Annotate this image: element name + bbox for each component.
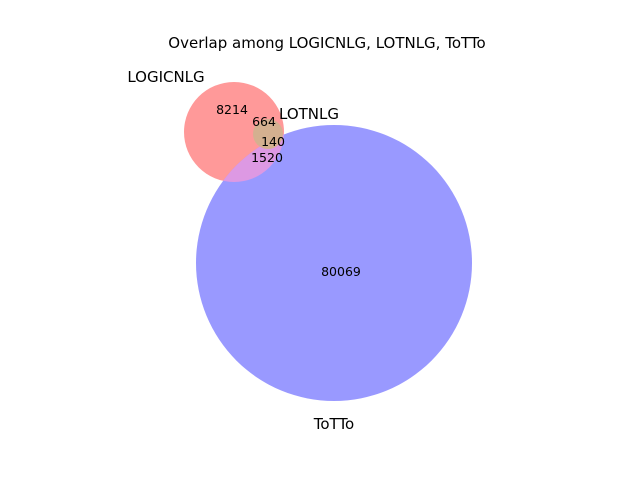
totto-circle (196, 125, 472, 401)
set-label-lotnlg: LOTNLG (279, 105, 339, 123)
lotnlg-circle (253, 119, 283, 149)
diagram-title: Overlap among LOGICNLG, LOTNLG, ToTTo (168, 34, 485, 52)
set-label-logicnlg: LOGICNLG (127, 68, 204, 86)
set-label-totto: ToTTo (313, 415, 354, 433)
region-all-three: 140 (261, 134, 285, 149)
region-logicnlg-lotnlg: 664 (252, 114, 276, 129)
region-logicnlg-only: 8214 (216, 102, 248, 117)
region-logicnlg-totto: 1520 (251, 150, 283, 165)
region-totto-only: 80069 (321, 264, 361, 279)
